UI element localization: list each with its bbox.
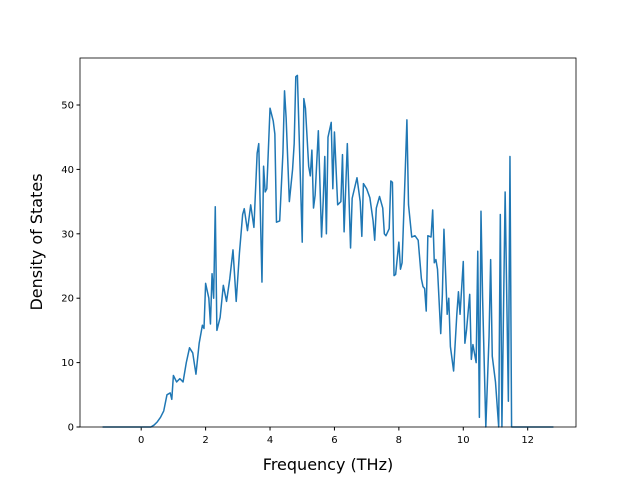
x-axis-title: Frequency (THz) [263,455,393,474]
x-tick-label: 0 [138,435,144,446]
y-tick-label: 50 [61,101,74,112]
x-tick-label: 6 [331,435,337,446]
y-tick-label: 0 [68,423,74,434]
y-tick-label: 20 [61,294,74,305]
line-series [102,74,554,428]
x-tick-label: 2 [202,435,208,446]
x-tick-label: 4 [267,435,273,446]
x-tick-label: 8 [396,435,402,446]
y-tick-label: 30 [61,229,74,240]
x-tick-label: 10 [457,435,470,446]
plot-frame [79,57,577,428]
y-tick-label: 10 [61,358,74,369]
x-tick-label: 12 [521,435,534,446]
y-tick-label: 40 [61,165,74,176]
y-axis-title: Density of States [27,173,46,310]
